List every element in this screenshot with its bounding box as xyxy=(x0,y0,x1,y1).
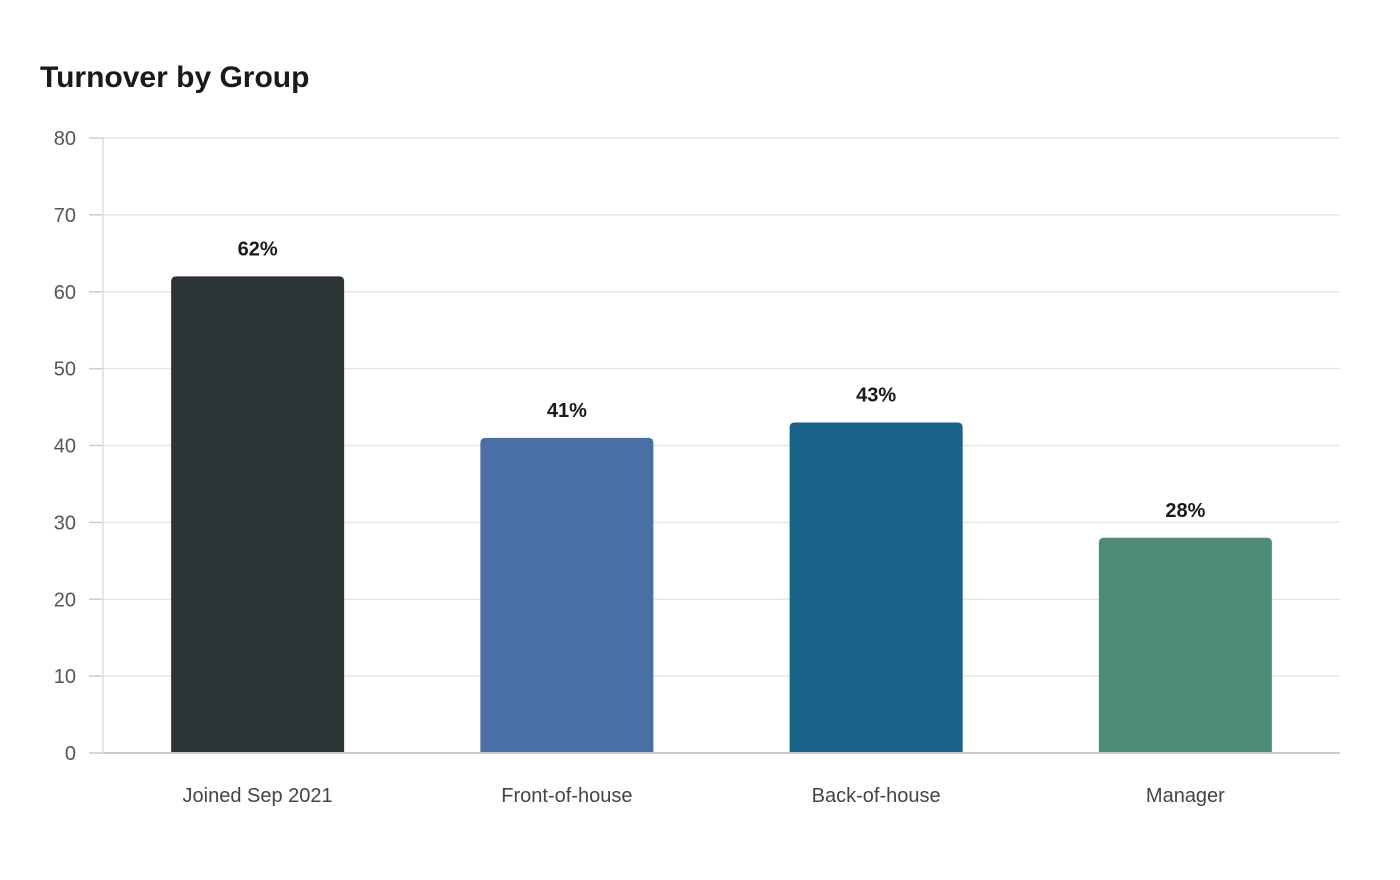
bar-2 xyxy=(789,422,963,753)
y-tick-label: 40 xyxy=(54,436,76,458)
y-tick-label: 10 xyxy=(54,666,76,688)
y-tick-label: 80 xyxy=(54,128,76,150)
bar-1 xyxy=(480,437,654,753)
data-label-0: 62% xyxy=(238,238,278,260)
y-tick-label: 70 xyxy=(54,205,76,227)
data-labels: 62% 41% 43% 28% xyxy=(238,238,1206,521)
x-category-label-2: Back-of-house xyxy=(812,785,941,807)
bar-3 xyxy=(1098,537,1272,753)
data-label-1: 41% xyxy=(547,400,587,422)
x-category-label-1: Front-of-house xyxy=(501,785,632,807)
x-category-label-0: Joined Sep 2021 xyxy=(183,785,333,807)
bars xyxy=(171,276,1272,753)
y-tick-label: 30 xyxy=(54,512,76,534)
x-axis-categories: Joined Sep 2021 Front-of-house Back-of-hou… xyxy=(183,785,1226,807)
data-label-3: 28% xyxy=(1165,500,1205,522)
y-tick-label: 50 xyxy=(54,359,76,381)
y-tick-label: 20 xyxy=(54,589,76,611)
y-tick-label: 60 xyxy=(54,282,76,304)
y-tick-label: 0 xyxy=(65,743,76,765)
data-label-2: 43% xyxy=(856,384,896,406)
bar-0 xyxy=(171,276,345,753)
y-axis-ticks: 0 10 20 30 40 50 60 70 80 xyxy=(54,128,103,765)
x-category-label-3: Manager xyxy=(1146,785,1225,807)
chart-title: Turnover by Group xyxy=(40,61,310,94)
